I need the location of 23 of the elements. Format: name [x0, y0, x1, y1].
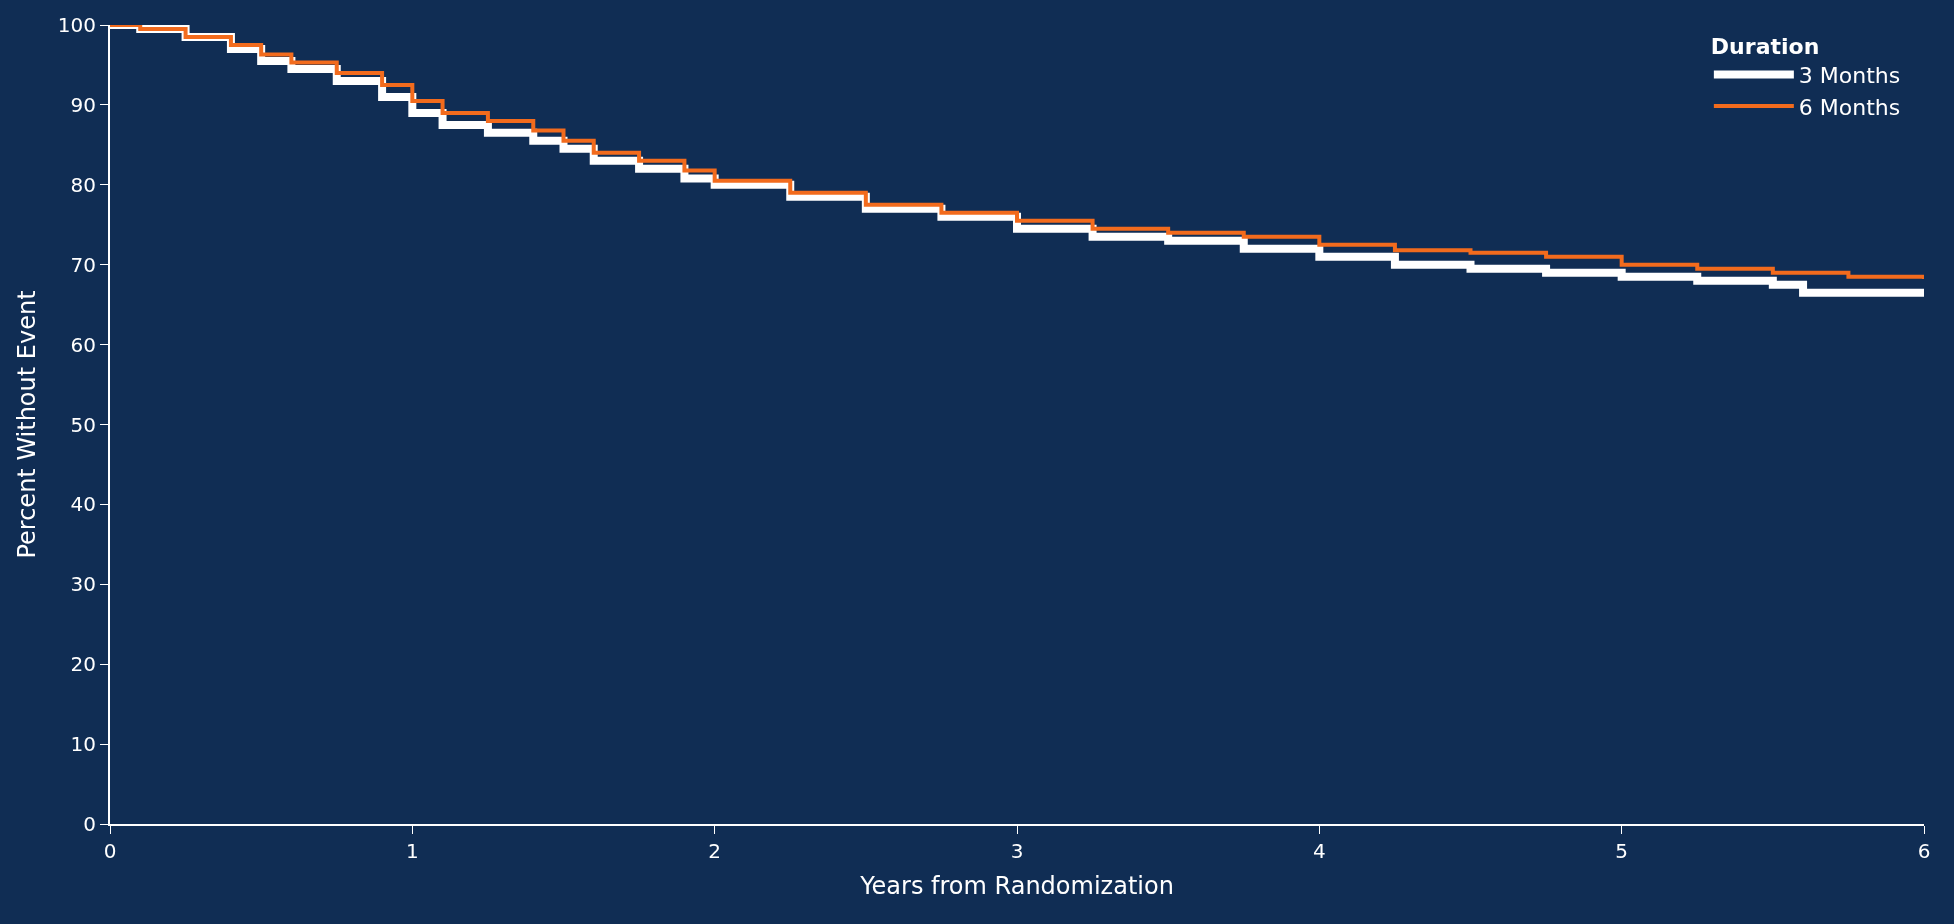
- x-tick-label: 4: [1312, 839, 1326, 863]
- x-tick-label: 2: [708, 839, 722, 863]
- legend-label: 3 Months: [1798, 62, 1901, 88]
- x-tick-label: 3: [1010, 839, 1024, 863]
- y-tick-label: 20: [70, 652, 96, 677]
- y-tick-label: 50: [70, 412, 96, 437]
- y-tick-label: 90: [70, 92, 96, 117]
- y-tick-label: 100: [57, 13, 96, 37]
- x-axis-title: Years from Randomization: [859, 871, 1174, 900]
- x-tick-label: 0: [103, 839, 117, 863]
- y-tick-label: 80: [70, 172, 96, 197]
- y-axis-title: Percent Without Event: [13, 290, 42, 559]
- y-tick-label: 10: [70, 732, 96, 757]
- y-tick-label: 40: [70, 492, 96, 517]
- legend-label: 6 Months: [1798, 94, 1901, 120]
- legend-title: Duration: [1710, 33, 1820, 59]
- y-tick-label: 60: [70, 332, 96, 357]
- y-tick-label: 70: [70, 252, 96, 277]
- x-tick-label: 5: [1615, 839, 1629, 863]
- x-tick-label: 6: [1917, 839, 1931, 863]
- y-tick-label: 30: [70, 572, 96, 597]
- x-tick-label: 1: [405, 839, 419, 863]
- y-tick-label: 0: [83, 812, 96, 836]
